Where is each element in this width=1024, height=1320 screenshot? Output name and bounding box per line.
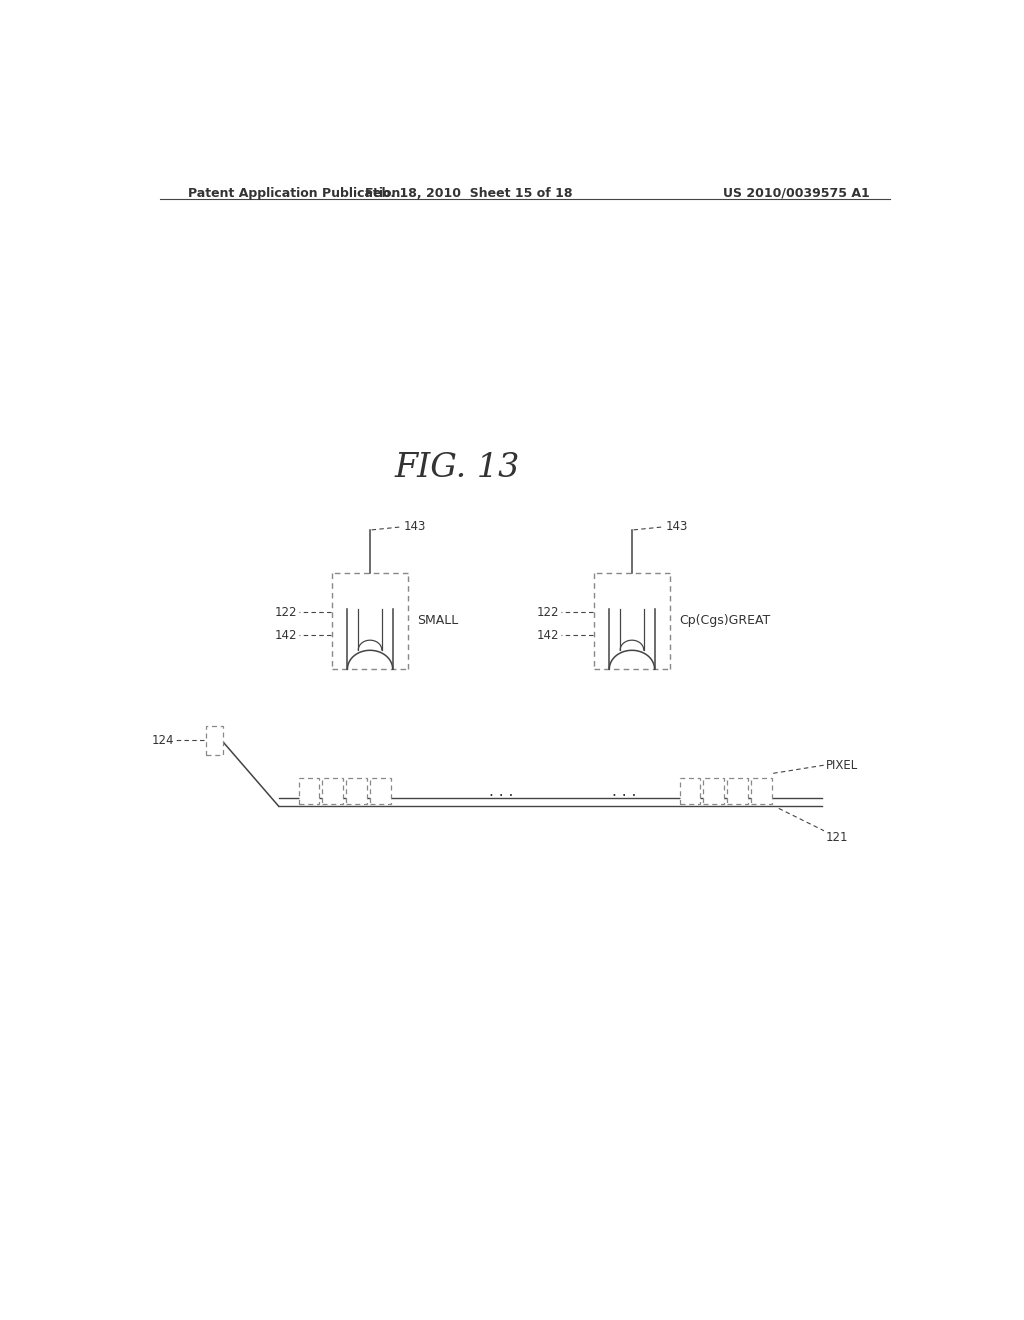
- Text: . . .: . . .: [611, 784, 636, 799]
- Text: . . .: . . .: [488, 784, 513, 799]
- Text: 122: 122: [537, 606, 559, 619]
- Bar: [206, 726, 223, 755]
- Bar: [751, 779, 772, 804]
- Text: 121: 121: [825, 830, 848, 843]
- Text: Cp(Cgs)GREAT: Cp(Cgs)GREAT: [679, 614, 770, 627]
- Text: 142: 142: [537, 628, 559, 642]
- Text: 124: 124: [152, 734, 174, 747]
- Text: 143: 143: [666, 520, 688, 533]
- Text: FIG. 13: FIG. 13: [394, 453, 520, 484]
- Bar: [370, 779, 391, 804]
- Text: PIXEL: PIXEL: [825, 759, 858, 772]
- Text: 143: 143: [403, 520, 426, 533]
- Bar: [703, 779, 724, 804]
- Bar: [299, 779, 319, 804]
- Text: SMALL: SMALL: [417, 614, 459, 627]
- Bar: [727, 779, 748, 804]
- Text: Patent Application Publication: Patent Application Publication: [187, 187, 400, 199]
- Text: US 2010/0039575 A1: US 2010/0039575 A1: [723, 187, 870, 199]
- Bar: [346, 779, 367, 804]
- Text: 142: 142: [274, 628, 297, 642]
- Text: Feb. 18, 2010  Sheet 15 of 18: Feb. 18, 2010 Sheet 15 of 18: [366, 187, 573, 199]
- Bar: [323, 779, 343, 804]
- Text: 122: 122: [274, 606, 297, 619]
- Bar: [680, 779, 700, 804]
